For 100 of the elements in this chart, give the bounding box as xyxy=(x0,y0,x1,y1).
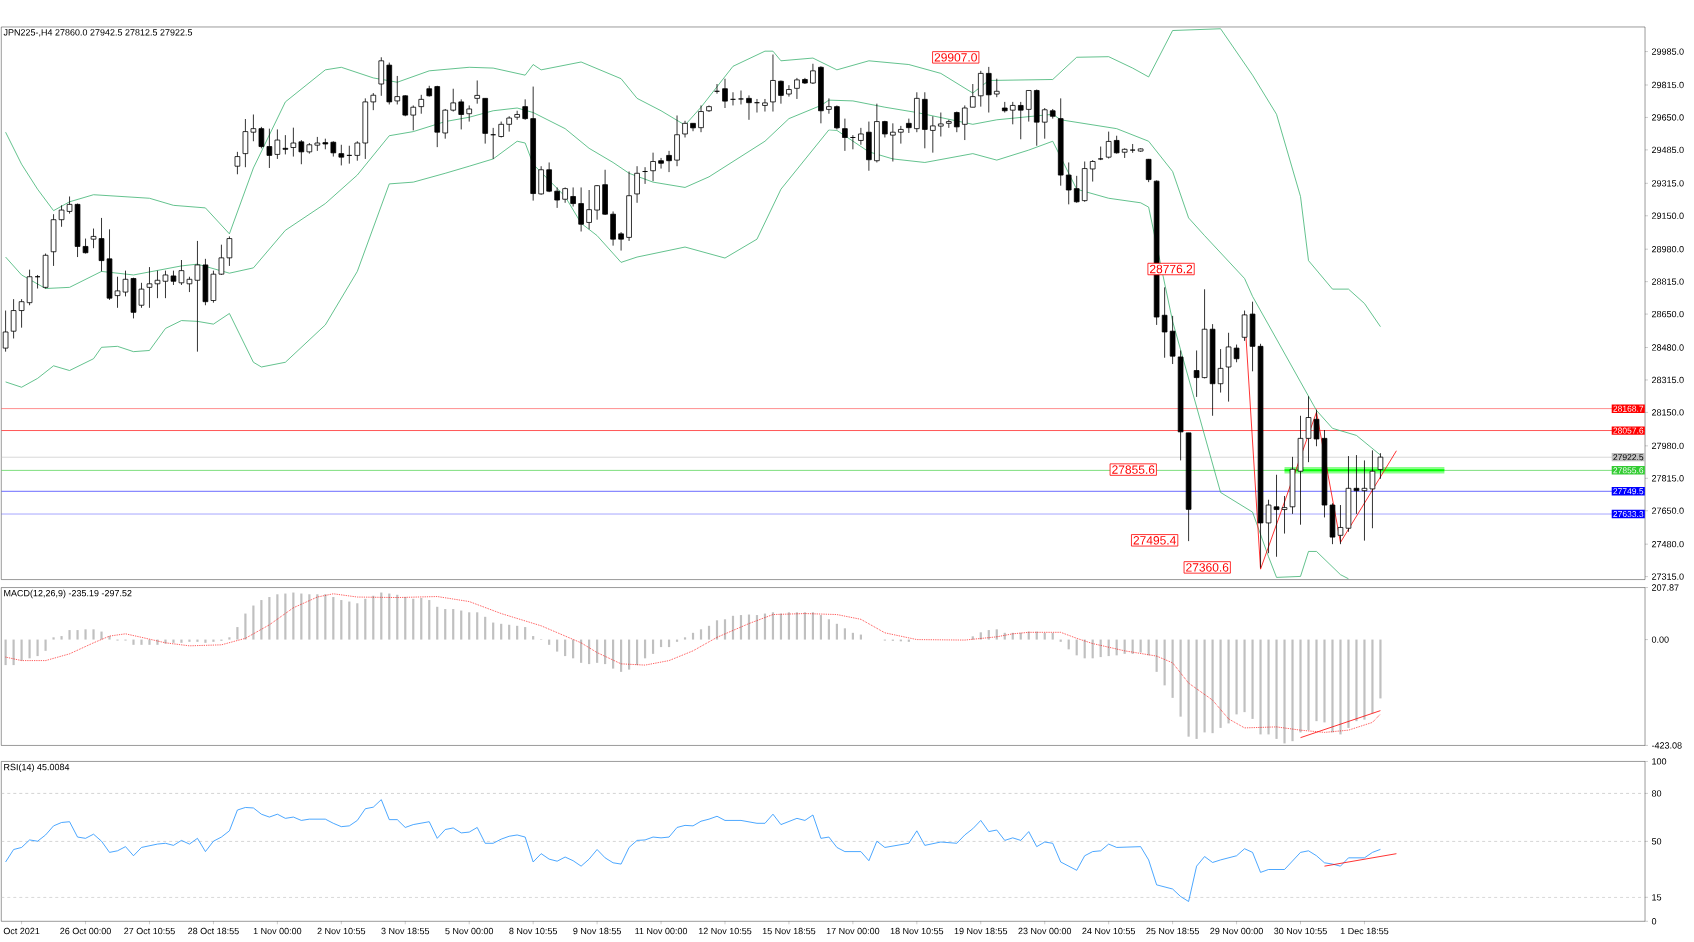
bar xyxy=(1275,639,1278,739)
bar xyxy=(316,594,319,640)
bar xyxy=(723,619,727,640)
bar xyxy=(460,610,463,640)
x-tick-label: 23 Nov 00:00 xyxy=(1018,927,1072,935)
bar xyxy=(28,639,31,659)
candlestick xyxy=(722,78,728,109)
ref-line-label: 27922.5 xyxy=(1613,454,1644,461)
bar xyxy=(276,594,279,640)
ref-line-label: 28057.6 xyxy=(1613,427,1644,434)
candlestick xyxy=(786,84,792,97)
bar xyxy=(340,599,343,640)
bar xyxy=(428,599,431,640)
y-tick-label: 0 xyxy=(1651,917,1657,925)
bar xyxy=(1235,639,1238,715)
candlestick xyxy=(378,56,385,97)
x-tick-label: 9 Nov 18:55 xyxy=(573,927,621,935)
bar xyxy=(372,595,375,640)
x-tick-label: 11 Nov 00:00 xyxy=(635,927,688,935)
y-tick-label: 28150.0 xyxy=(1652,409,1684,416)
candlestick xyxy=(962,104,968,141)
bar xyxy=(332,596,335,640)
bar xyxy=(811,612,815,640)
bar xyxy=(12,639,15,665)
bar xyxy=(412,598,415,640)
bar xyxy=(827,619,831,640)
bar xyxy=(1259,639,1262,735)
bar xyxy=(420,597,423,640)
candlestick xyxy=(410,104,417,131)
bar xyxy=(1043,632,1046,640)
y-tick-label: 28480.0 xyxy=(1652,344,1684,351)
bar xyxy=(188,639,191,642)
candlestick xyxy=(985,66,992,113)
bar xyxy=(779,613,783,640)
candlestick xyxy=(1193,349,1200,398)
bar xyxy=(52,637,55,640)
bar xyxy=(508,624,511,640)
candlestick xyxy=(634,165,640,204)
bar xyxy=(1363,639,1366,720)
y-tick-label: 100 xyxy=(1652,758,1667,765)
ref-line-label: 27855.6 xyxy=(1613,467,1644,474)
x-tick-label: 1 Dec 18:55 xyxy=(1340,927,1389,935)
candlestick xyxy=(810,63,816,85)
bar xyxy=(755,614,759,640)
y-tick-label: 29985.0 xyxy=(1652,48,1684,55)
x-tick-label: 19 Nov 18:55 xyxy=(954,927,1008,935)
x-tick-label: 8 Nov 10:55 xyxy=(509,927,558,935)
candlestick xyxy=(1073,175,1080,204)
bar xyxy=(484,616,487,640)
candlestick xyxy=(618,231,624,251)
bar xyxy=(1211,639,1214,734)
x-tick-label: 29 Nov 00:00 xyxy=(1210,927,1263,935)
candlestick xyxy=(18,298,25,328)
bar xyxy=(172,639,175,643)
bar xyxy=(356,603,359,640)
candlestick xyxy=(1377,452,1384,480)
bar xyxy=(1203,639,1206,733)
candlestick xyxy=(1225,332,1232,402)
y-tick-label: 28815.0 xyxy=(1652,278,1684,285)
y-tick-label: 207.87 xyxy=(1652,584,1679,591)
bar xyxy=(36,639,39,656)
bar xyxy=(1347,639,1350,728)
candlestick xyxy=(658,157,664,169)
chart-title: JPN225-,H4 27860.0 27942.5 27812.5 27922.5 xyxy=(3,29,193,37)
bar xyxy=(1379,639,1382,699)
y-tick-label: 0.00 xyxy=(1651,636,1669,643)
bar xyxy=(1339,639,1342,735)
bar xyxy=(380,592,383,640)
candlestick xyxy=(930,115,936,153)
bar xyxy=(771,612,775,640)
bar xyxy=(1251,639,1254,719)
bar xyxy=(1195,639,1198,739)
bar xyxy=(859,634,862,640)
bar xyxy=(1243,639,1246,712)
bar xyxy=(84,629,87,640)
x-tick-label: 30 Nov 10:55 xyxy=(1274,927,1327,935)
y-tick-label: 27980.0 xyxy=(1652,442,1684,449)
y-tick-label: 29315.0 xyxy=(1652,179,1684,187)
bar xyxy=(532,635,535,640)
candlestick xyxy=(418,94,425,114)
x-tick-label: 25 Nov 18:55 xyxy=(1146,927,1199,935)
candlestick xyxy=(258,126,265,149)
y-tick-label: 27480.0 xyxy=(1652,540,1684,548)
candlestick xyxy=(458,98,465,130)
candlestick xyxy=(1217,348,1224,393)
y-tick-label: 27815.0 xyxy=(1652,474,1684,482)
bar xyxy=(1267,639,1270,735)
candlestick xyxy=(1105,131,1112,159)
bar xyxy=(204,639,207,643)
y-tick-label: 28315.0 xyxy=(1652,376,1684,384)
candlestick xyxy=(1041,107,1048,139)
y-tick-label: 15 xyxy=(1652,894,1662,901)
candlestick xyxy=(338,144,345,166)
x-tick-label: 27 Oct 10:55 xyxy=(124,927,175,935)
candlestick xyxy=(554,186,560,209)
bar xyxy=(803,612,807,640)
bar xyxy=(292,592,295,640)
ref-line-label: 28168.7 xyxy=(1613,405,1644,412)
candlestick xyxy=(858,127,864,146)
bar xyxy=(1227,639,1230,724)
